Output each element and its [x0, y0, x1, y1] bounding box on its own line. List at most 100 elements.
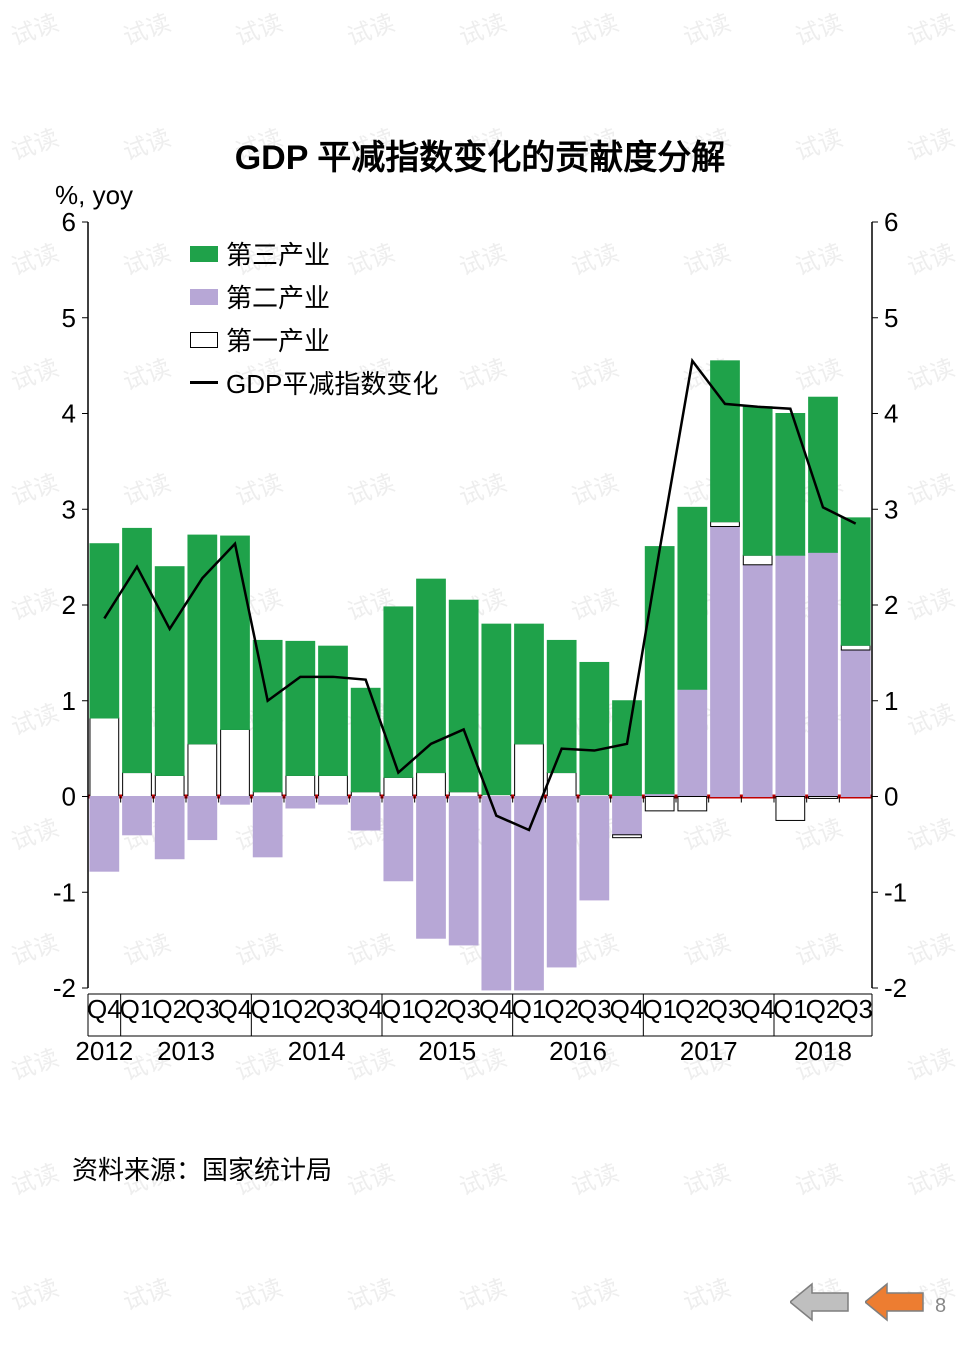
bar-segment	[482, 797, 511, 990]
ytick-right: 5	[884, 303, 898, 333]
bar-segment	[711, 522, 740, 527]
xtick-year: 2012	[75, 1036, 133, 1066]
bar-segment	[253, 797, 282, 857]
chart: -2-2-1-100112233445566Q4Q1Q2Q3Q4Q1Q2Q3Q4…	[0, 0, 960, 1160]
bar-segment	[155, 797, 184, 859]
bar-segment	[319, 646, 348, 775]
xtick-quarter: Q1	[773, 994, 808, 1024]
ytick-right: -1	[884, 877, 907, 907]
bar-segment	[711, 361, 740, 522]
xtick-quarter: Q3	[446, 994, 481, 1024]
bar-segment	[155, 775, 184, 796]
bar-segment	[123, 797, 152, 835]
xtick-year: 2013	[157, 1036, 215, 1066]
bar-segment	[351, 688, 380, 791]
ytick-left: 3	[62, 494, 76, 524]
bar-segment	[417, 773, 446, 797]
page: 试读试读试读试读试读试读试读试读试读试读试读试读试读试读试读试读试读试读试读试读…	[0, 0, 960, 1357]
bar-segment	[809, 552, 838, 796]
ytick-left: 2	[62, 590, 76, 620]
bar-segment	[351, 797, 380, 831]
bar-segment	[743, 565, 772, 797]
xtick-quarter: Q4	[610, 994, 645, 1024]
bar-segment	[188, 797, 217, 840]
ytick-left: 1	[62, 686, 76, 716]
xtick-quarter: Q4	[218, 994, 253, 1024]
bar-segment	[417, 797, 446, 939]
bar-segment	[155, 567, 184, 776]
xtick-quarter: Q4	[740, 994, 775, 1024]
bar-segment	[286, 797, 315, 808]
bar-segment	[515, 744, 544, 797]
xtick-quarter: Q3	[316, 994, 351, 1024]
bar-segment	[547, 797, 576, 967]
bar-segment	[678, 507, 707, 689]
bar-segment	[580, 797, 609, 900]
bar-segment	[319, 797, 348, 805]
bar-segment	[449, 797, 478, 945]
ytick-left: 5	[62, 303, 76, 333]
bar-segment	[743, 407, 772, 555]
ytick-left: 0	[62, 782, 76, 812]
xtick-year: 2014	[288, 1036, 346, 1066]
source-label: 资料来源：国家统计局	[72, 1150, 332, 1187]
xtick-year: 2018	[794, 1036, 852, 1066]
bar-segment	[645, 547, 674, 794]
xtick-quarter: Q1	[512, 994, 547, 1024]
nav-back-icon[interactable]	[790, 1280, 850, 1325]
xtick-quarter: Q2	[544, 994, 579, 1024]
bar-segment	[253, 792, 282, 797]
xtick-quarter: Q1	[250, 994, 285, 1024]
ytick-right: 0	[884, 782, 898, 812]
ytick-right: 6	[884, 207, 898, 237]
xtick-quarter: Q2	[283, 994, 318, 1024]
xtick-quarter: Q3	[577, 994, 612, 1024]
ytick-right: 1	[884, 686, 898, 716]
xtick-quarter: Q1	[120, 994, 155, 1024]
bar-segment	[613, 835, 642, 838]
bar-segment	[776, 797, 805, 821]
xtick-quarter: Q4	[348, 994, 383, 1024]
bar-segment	[482, 624, 511, 794]
xtick-quarter: Q3	[708, 994, 743, 1024]
nav-forward-icon[interactable]	[865, 1280, 925, 1325]
bar-segment	[809, 797, 838, 799]
bar-segment	[90, 797, 119, 872]
bar-segment	[743, 555, 772, 565]
ytick-right: 2	[884, 590, 898, 620]
bar-segment	[319, 775, 348, 796]
bar-segment	[711, 526, 740, 796]
bar-segment	[90, 718, 119, 797]
bar-segment	[123, 773, 152, 797]
bar-segment	[286, 775, 315, 796]
bar-segment	[841, 650, 870, 796]
bar-segment	[776, 414, 805, 556]
xtick-year: 2016	[549, 1036, 607, 1066]
bar-segment	[384, 777, 413, 796]
bar-segment	[221, 797, 250, 805]
bar-segment	[515, 624, 544, 744]
xtick-year: 2015	[418, 1036, 476, 1066]
bar-segment	[221, 729, 250, 796]
xtick-quarter: Q1	[642, 994, 677, 1024]
bar-segment	[90, 544, 119, 718]
xtick-quarter: Q3	[838, 994, 873, 1024]
bar-segment	[678, 689, 707, 796]
ytick-right: 3	[884, 494, 898, 524]
bar-segment	[613, 797, 642, 835]
ytick-left: 4	[62, 399, 76, 429]
xtick-quarter: Q4	[87, 994, 122, 1024]
xtick-quarter: Q2	[675, 994, 710, 1024]
bar-segment	[221, 536, 250, 729]
xtick-quarter: Q4	[479, 994, 514, 1024]
ytick-left: -2	[53, 973, 76, 1003]
bar-segment	[547, 640, 576, 772]
bar-segment	[613, 701, 642, 797]
page-number: 8	[935, 1295, 946, 1318]
ytick-left: -1	[53, 877, 76, 907]
xtick-quarter: Q1	[381, 994, 416, 1024]
bar-segment	[678, 797, 707, 811]
bar-segment	[286, 641, 315, 775]
bar-segment	[351, 792, 380, 797]
bar-segment	[384, 797, 413, 881]
